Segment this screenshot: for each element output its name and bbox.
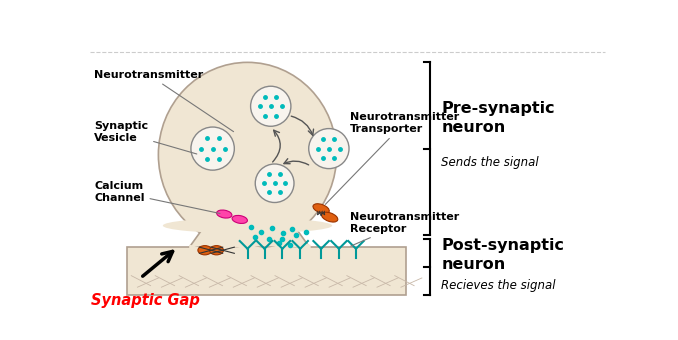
Text: Synaptic
Vesicle: Synaptic Vesicle	[94, 121, 197, 154]
Ellipse shape	[232, 216, 247, 223]
Ellipse shape	[198, 245, 212, 255]
Ellipse shape	[163, 218, 332, 233]
Text: Neurotransmitter
Receptor: Neurotransmitter Receptor	[350, 212, 459, 246]
Text: Post-synaptic
neuron: Post-synaptic neuron	[441, 238, 564, 272]
Text: Recieves the signal: Recieves the signal	[441, 279, 556, 292]
Ellipse shape	[159, 62, 336, 247]
Text: Pre-synaptic
neuron: Pre-synaptic neuron	[441, 101, 555, 135]
Text: Sends the signal: Sends the signal	[441, 156, 539, 169]
Text: Neurotransmitter: Neurotransmitter	[94, 70, 233, 132]
Circle shape	[255, 164, 294, 203]
Circle shape	[191, 127, 235, 170]
Ellipse shape	[216, 210, 232, 218]
Text: Synaptic Gap: Synaptic Gap	[91, 293, 200, 308]
Ellipse shape	[313, 204, 330, 214]
Polygon shape	[189, 226, 309, 247]
Text: Neurotransmitter
Transporter: Neurotransmitter Transporter	[325, 112, 459, 204]
Text: Calcium
Channel: Calcium Channel	[94, 181, 220, 214]
Circle shape	[308, 129, 349, 169]
Circle shape	[251, 86, 291, 126]
Ellipse shape	[210, 245, 224, 255]
Polygon shape	[127, 247, 406, 295]
Ellipse shape	[321, 212, 338, 222]
